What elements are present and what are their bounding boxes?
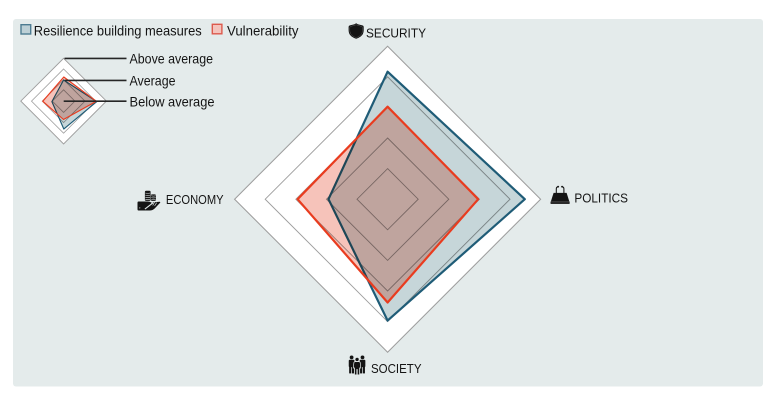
svg-text:Above average: Above average [130, 52, 214, 67]
svg-text:Average: Average [130, 74, 176, 89]
svg-text:POLITICS: POLITICS [574, 191, 628, 206]
svg-text:Below average: Below average [130, 94, 215, 109]
svg-text:ECONOMY: ECONOMY [166, 192, 224, 207]
svg-text:Resilience building measures: Resilience building measures [34, 23, 202, 38]
svg-text:SOCIETY: SOCIETY [371, 361, 422, 376]
svg-text:SECURITY: SECURITY [366, 25, 426, 40]
svg-text:Vulnerability: Vulnerability [227, 23, 299, 38]
